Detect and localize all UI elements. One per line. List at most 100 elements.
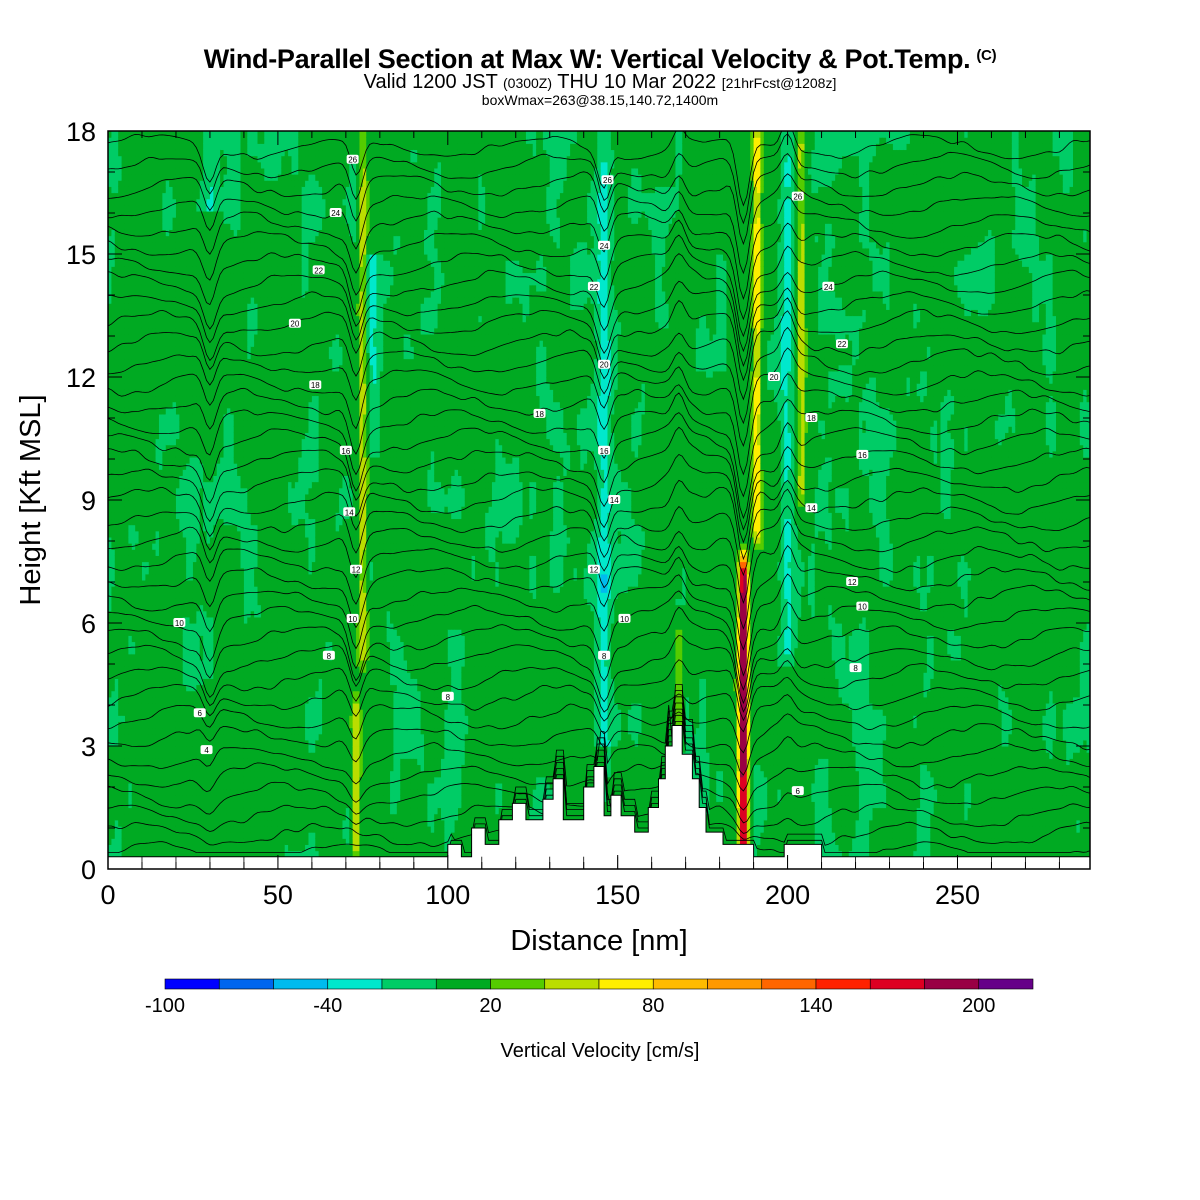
velocity-cell <box>135 439 139 446</box>
velocity-cell <box>125 266 129 273</box>
velocity-cell <box>125 752 129 759</box>
velocity-cell <box>135 506 139 513</box>
velocity-cell <box>125 457 129 464</box>
velocity-cell <box>135 598 139 605</box>
velocity-cell <box>135 371 139 378</box>
velocity-cell <box>135 518 139 525</box>
velocity-cell <box>135 328 139 335</box>
velocity-cell <box>135 272 139 279</box>
velocity-cell <box>125 617 129 624</box>
velocity-cell <box>135 303 139 310</box>
velocity-cell <box>125 580 129 587</box>
velocity-cell <box>135 543 139 550</box>
velocity-cell <box>135 685 139 692</box>
velocity-cell <box>125 709 129 716</box>
velocity-cell <box>135 482 139 489</box>
velocity-cell <box>135 334 139 341</box>
velocity-cell <box>125 814 129 821</box>
velocity-cell <box>135 291 139 298</box>
velocity-cell <box>125 359 129 366</box>
velocity-cell <box>125 494 129 501</box>
velocity-cell <box>125 322 129 329</box>
velocity-cell <box>125 168 129 175</box>
velocity-cell <box>135 494 139 501</box>
velocity-cell <box>135 383 139 390</box>
velocity-cell <box>125 771 129 778</box>
velocity-cell <box>125 414 129 421</box>
velocity-cell <box>135 580 139 587</box>
velocity-cell <box>125 260 129 267</box>
velocity-cell <box>125 408 129 415</box>
velocity-cell <box>135 242 139 249</box>
velocity-cell <box>125 156 129 163</box>
velocity-cell <box>125 377 129 384</box>
velocity-cell <box>125 371 129 378</box>
velocity-cell <box>135 389 139 396</box>
velocity-cell <box>125 285 129 292</box>
velocity-cell <box>125 383 129 390</box>
velocity-cell <box>135 402 139 409</box>
velocity-cell <box>135 377 139 384</box>
velocity-cell <box>125 605 129 612</box>
velocity-cell <box>135 346 139 353</box>
velocity-cell <box>135 531 139 538</box>
velocity-cell <box>135 660 139 667</box>
velocity-cell <box>135 648 139 655</box>
velocity-cell <box>135 568 139 575</box>
velocity-cell <box>135 678 139 685</box>
velocity-cell <box>125 734 129 741</box>
velocity-cell <box>135 592 139 599</box>
velocity-cell <box>135 617 139 624</box>
velocity-cell <box>135 285 139 292</box>
velocity-cell <box>135 223 139 230</box>
velocity-cell <box>125 352 129 359</box>
velocity-cell <box>125 475 129 482</box>
velocity-cell <box>135 297 139 304</box>
velocity-cell <box>135 168 139 175</box>
velocity-cell <box>125 174 129 181</box>
velocity-cell <box>135 728 139 735</box>
velocity-cell <box>125 746 129 753</box>
velocity-cell <box>135 795 139 802</box>
velocity-cell <box>135 654 139 661</box>
velocity-cell <box>135 199 139 206</box>
velocity-cell <box>135 826 139 833</box>
velocity-cell <box>135 193 139 200</box>
velocity-cell <box>125 334 129 341</box>
velocity-cell <box>125 648 129 655</box>
velocity-cell <box>135 414 139 421</box>
velocity-cell <box>125 217 129 224</box>
velocity-cell <box>125 654 129 661</box>
velocity-cell <box>125 309 129 316</box>
velocity-cell <box>135 475 139 482</box>
velocity-cell <box>135 395 139 402</box>
velocity-cell <box>125 445 129 452</box>
velocity-cell <box>125 562 129 569</box>
velocity-cell <box>135 808 139 815</box>
velocity-cell <box>125 186 129 193</box>
velocity-cell <box>125 482 129 489</box>
velocity-cell <box>125 199 129 206</box>
velocity-cell <box>135 236 139 243</box>
velocity-cell <box>125 149 129 156</box>
velocity-cell <box>125 635 129 642</box>
velocity-cell <box>135 322 139 329</box>
velocity-cell <box>125 279 129 286</box>
velocity-cell <box>135 309 139 316</box>
velocity-cell <box>135 211 139 218</box>
velocity-cell <box>125 242 129 249</box>
velocity-cell <box>135 734 139 741</box>
velocity-cell <box>135 254 139 261</box>
velocity-cell <box>135 174 139 181</box>
velocity-cell <box>125 783 129 790</box>
velocity-cell <box>125 328 129 335</box>
velocity-cell <box>125 180 129 187</box>
velocity-cell <box>125 236 129 243</box>
velocity-cell <box>135 574 139 581</box>
velocity-cell <box>135 746 139 753</box>
velocity-cell <box>125 512 129 519</box>
velocity-cell <box>135 248 139 255</box>
velocity-cell <box>135 771 139 778</box>
velocity-cell <box>135 777 139 784</box>
velocity-cell <box>135 352 139 359</box>
